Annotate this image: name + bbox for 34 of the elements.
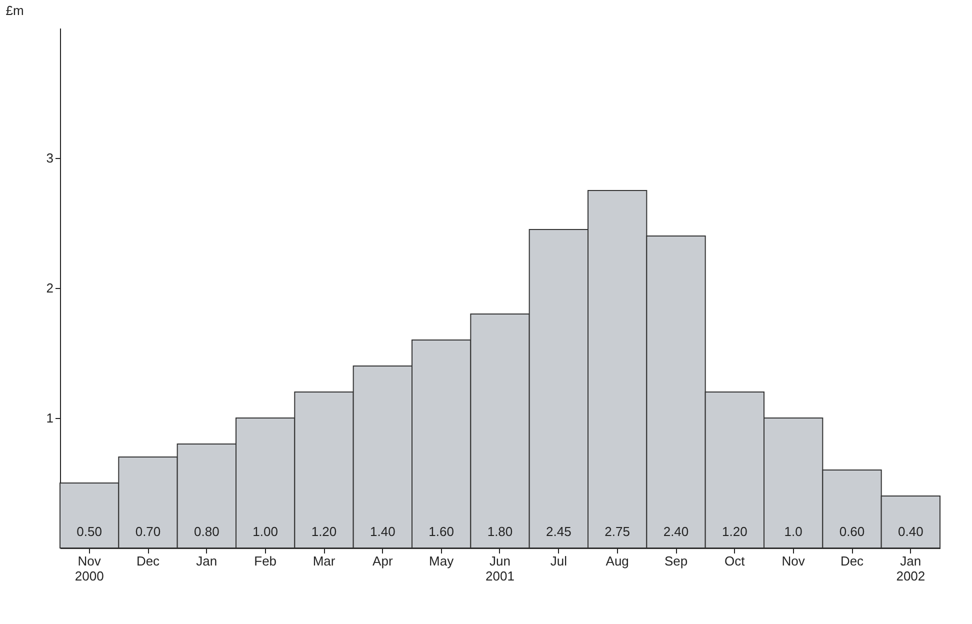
data-label: 1.00	[252, 524, 278, 539]
data-label: 2.75	[604, 524, 630, 539]
x-tick-label: Jan 2002	[896, 554, 926, 584]
y-axis-title: £m	[6, 3, 24, 18]
x-tick-label: Aug	[606, 554, 629, 568]
x-tick-label: Sep	[664, 554, 688, 568]
data-label: 1.0	[784, 524, 802, 539]
x-tick-label: Nov	[782, 554, 806, 568]
x-tick-label: Jul	[550, 554, 568, 568]
data-label: 1.80	[487, 524, 513, 539]
data-label: 2.45	[546, 524, 572, 539]
data-label: 0.40	[898, 524, 924, 539]
x-tick-label: Dec	[136, 554, 160, 568]
x-tick-label: May	[429, 554, 454, 568]
data-label: 1.20	[722, 524, 748, 539]
data-label: 0.80	[194, 524, 220, 539]
data-label: 1.60	[428, 524, 454, 539]
x-tick-label: Nov 2000	[74, 554, 104, 584]
data-label: 1.40	[370, 524, 396, 539]
x-tick-label: Mar	[312, 554, 336, 568]
data-label: 0.60	[839, 524, 865, 539]
data-label: 2.40	[663, 524, 689, 539]
data-label: 0.70	[135, 524, 161, 539]
x-tick-label: Jun 2001	[486, 554, 514, 584]
y-tick-label: 3	[46, 150, 54, 166]
x-tick-label: Feb	[254, 554, 277, 568]
data-label: 1.20	[311, 524, 337, 539]
x-tick-label: Jan	[196, 554, 218, 568]
data-label: 0.50	[76, 524, 102, 539]
y-tick-label: 1	[46, 410, 54, 426]
x-tick-label: Apr	[372, 554, 394, 568]
x-tick-label: Dec	[840, 554, 864, 568]
x-tick-label: Oct	[724, 554, 746, 568]
y-tick-label: 2	[46, 280, 54, 296]
